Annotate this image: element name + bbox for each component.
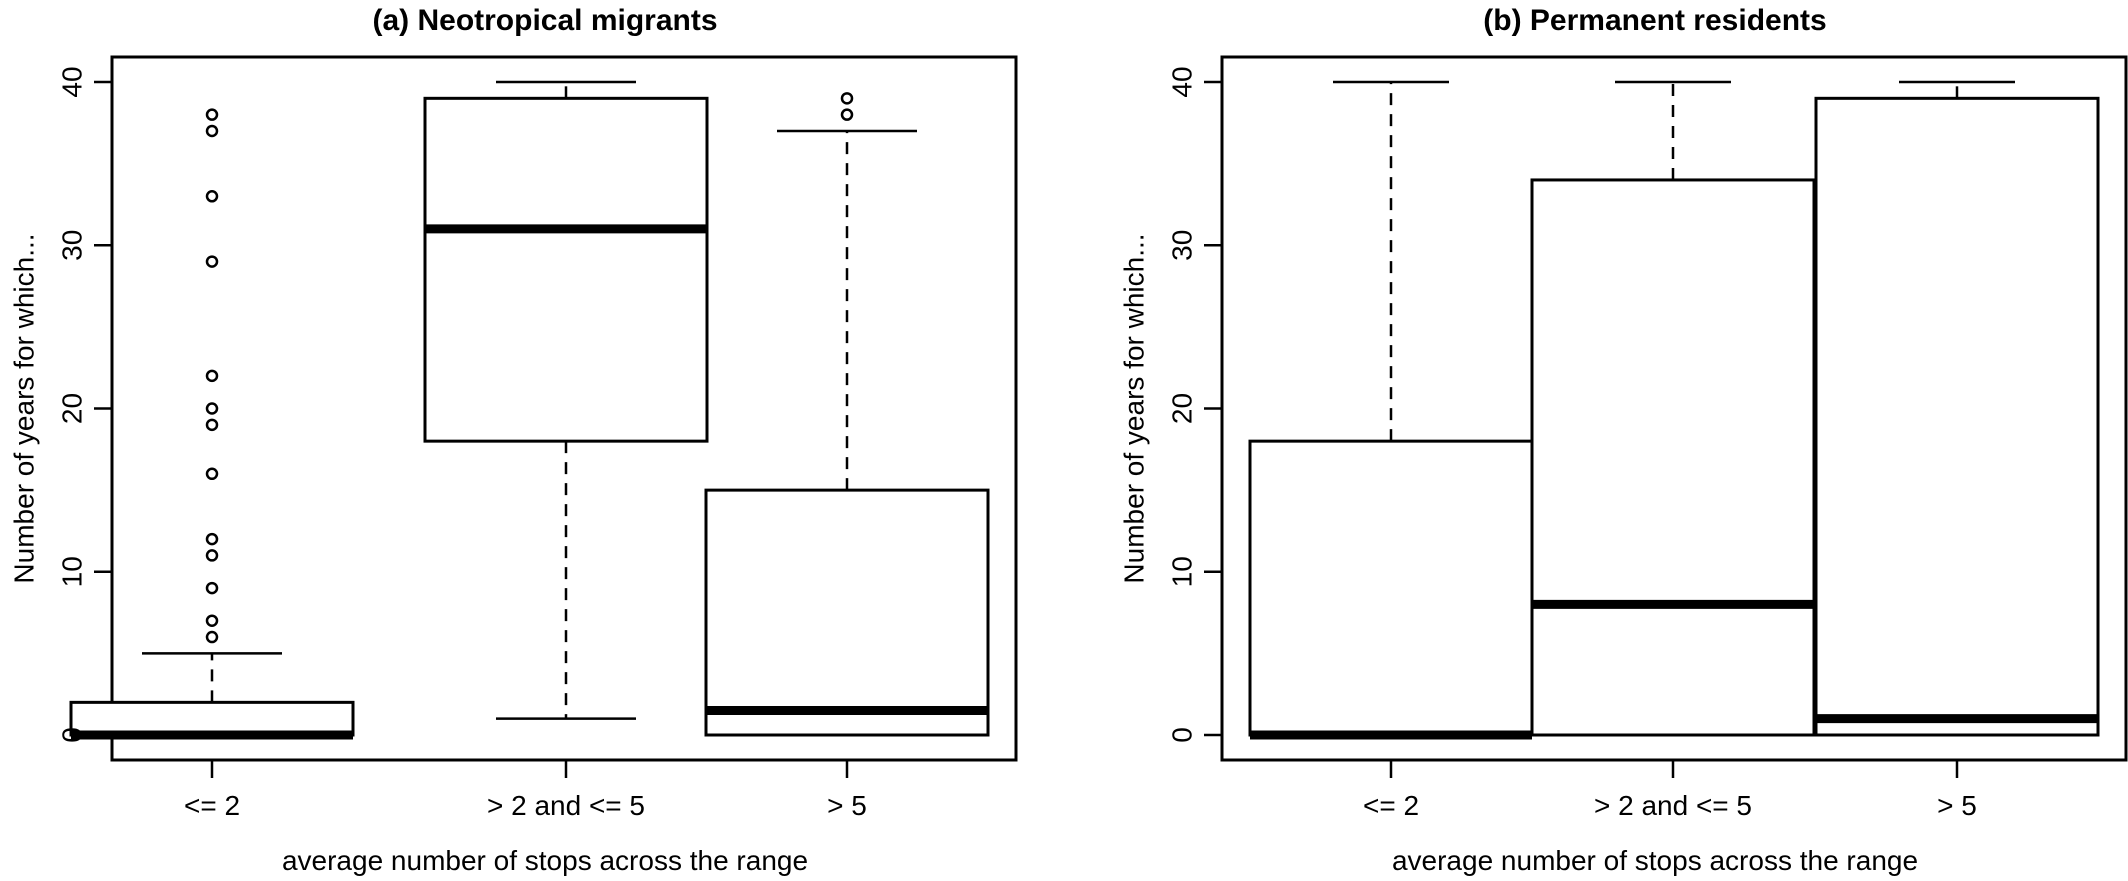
panel-b-xtick-3: > 5 — [1937, 790, 1977, 821]
panel-a-xlabel: average number of stops across the range — [282, 845, 808, 876]
panel-a-ytick-10: 10 — [57, 556, 88, 587]
panel-a-xtick-3: > 5 — [827, 790, 867, 821]
outlier-point — [205, 255, 219, 268]
panel-b-xlabel: average number of stops across the range — [1392, 845, 1918, 876]
outlier-point — [205, 532, 219, 546]
outlier-point — [205, 581, 219, 595]
outlier-point — [205, 418, 219, 432]
panel-b-ylabel: Number of years for which... — [1119, 233, 1150, 583]
outlier-point — [205, 614, 219, 627]
iqr-box — [423, 96, 709, 443]
box-3 — [1814, 80, 2100, 737]
panel-a-ytick-40: 40 — [57, 66, 88, 97]
panel-b-ytick-10: 10 — [1167, 556, 1198, 587]
panel-b-xtick-1: <= 2 — [1363, 790, 1419, 821]
box-3 — [704, 92, 990, 737]
panel-a-title: (a) Neotropical migrants — [372, 4, 717, 37]
outlier-point — [205, 124, 219, 138]
outlier-point — [840, 92, 854, 105]
outlier-point — [205, 369, 219, 383]
panel-b: (b) Permanent residents average number of… — [1119, 4, 2128, 876]
box-2 — [423, 80, 709, 720]
box-2 — [1530, 80, 1816, 737]
box-1 — [1248, 80, 1534, 740]
iqr-box — [1530, 178, 1816, 737]
outlier-point — [205, 630, 219, 644]
panel-a-xtick-1: <= 2 — [184, 790, 240, 821]
iqr-box — [69, 700, 355, 737]
outlier-point — [205, 402, 219, 415]
iqr-box — [1814, 96, 2100, 737]
panel-b-ytick-20: 20 — [1167, 393, 1198, 424]
panel-a-ytick-20: 20 — [57, 393, 88, 424]
panel-a-ylabel: Number of years for which... — [9, 233, 40, 583]
box-1 — [69, 108, 355, 740]
panel-a-ytick-0: 0 — [57, 727, 88, 743]
panel-a-ytick-30: 30 — [57, 230, 88, 261]
outlier-point — [205, 108, 219, 121]
panel-b-ytick-40: 40 — [1167, 66, 1198, 97]
panel-a: (a) Neotropical migrants average number o… — [9, 4, 1018, 876]
outlier-point — [205, 467, 219, 481]
panel-b-ytick-0: 0 — [1167, 727, 1198, 743]
iqr-box — [704, 488, 990, 737]
outlier-point — [205, 190, 219, 203]
panel-a-xtick-2: > 2 and <= 5 — [487, 790, 645, 821]
iqr-box — [1248, 439, 1534, 737]
outlier-point — [840, 108, 854, 121]
panel-b-xtick-2: > 2 and <= 5 — [1594, 790, 1752, 821]
panel-b-title: (b) Permanent residents — [1483, 4, 1826, 37]
outlier-point — [205, 549, 219, 562]
panel-b-ytick-30: 30 — [1167, 230, 1198, 261]
